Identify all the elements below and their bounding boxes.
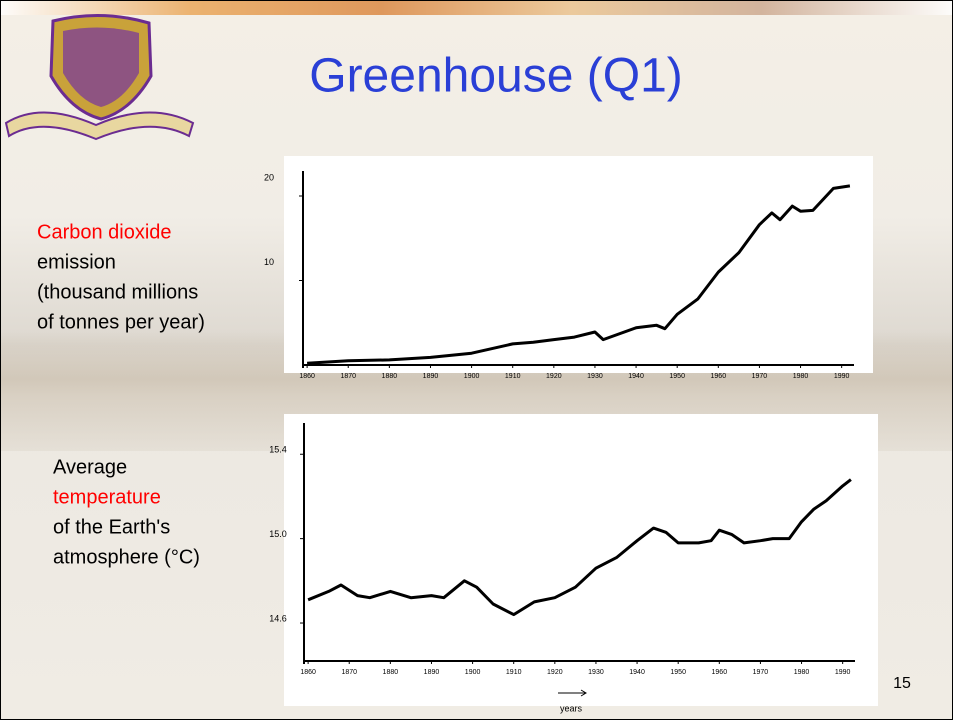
x-tick-label: 1880: [383, 669, 399, 676]
slide: Greenhouse (Q1) 15 10 20 1860 1870 1880 1890 1…: [0, 0, 953, 720]
y-label-line: (thousand millions: [37, 281, 198, 303]
x-tick-label: 1990: [834, 373, 850, 380]
x-tick-label: 1880: [382, 373, 398, 380]
x-tick-label: 1870: [341, 669, 357, 676]
y-tick-label: 20: [264, 172, 274, 182]
slide-title: Greenhouse (Q1): [309, 50, 683, 103]
y-tick-label: 15.4: [269, 445, 287, 455]
x-tick-label: 1950: [669, 373, 685, 380]
x-tick-label: 1970: [753, 669, 769, 676]
x-tick-label: 1870: [340, 373, 356, 380]
y-tick-label: 15.0: [269, 529, 287, 539]
x-tick-label: 1940: [628, 373, 644, 380]
x-tick-label: 1890: [423, 373, 439, 380]
x-label: years: [560, 703, 583, 713]
x-tick-label: 1960: [712, 669, 728, 676]
x-tick-label: 1900: [465, 669, 481, 676]
y-label-line: of the Earth's: [53, 516, 170, 538]
x-tick-label: 1910: [506, 669, 522, 676]
x-tick-label: 1980: [793, 373, 809, 380]
y-label-line: temperature: [53, 486, 161, 508]
x-tick-label: 1960: [711, 373, 727, 380]
x-tick-label: 1900: [464, 373, 480, 380]
x-tick-label: 1950: [670, 669, 686, 676]
y-label-line: Average: [53, 456, 127, 478]
x-tick-label: 1860: [300, 669, 316, 676]
x-tick-label: 1940: [629, 669, 645, 676]
y-label-line: atmosphere (°C): [53, 546, 200, 568]
x-tick-label: 1970: [752, 373, 768, 380]
x-tick-label: 1910: [505, 373, 521, 380]
x-tick-label: 1930: [588, 669, 604, 676]
y-label-line: Carbon dioxide: [37, 221, 172, 243]
y-label-line: emission: [37, 251, 116, 273]
y-label-line: of tonnes per year): [37, 311, 205, 333]
x-tick-label: 1860: [299, 373, 315, 380]
x-tick-label: 1890: [424, 669, 440, 676]
page-number: 15: [893, 675, 911, 692]
x-tick-label: 1930: [587, 373, 603, 380]
x-tick-label: 1990: [835, 669, 851, 676]
logo: [6, 15, 193, 139]
x-tick-label: 1920: [546, 373, 562, 380]
y-tick-label: 10: [264, 257, 274, 267]
x-tick-label: 1920: [547, 669, 563, 676]
chart-panel: [284, 156, 873, 373]
chart-panel: [284, 414, 878, 706]
x-tick-label: 1980: [794, 669, 810, 676]
slide-canvas: Greenhouse (Q1) 15 10 20 1860 1870 1880 1890 1…: [1, 1, 952, 719]
y-tick-label: 14.6: [269, 613, 287, 623]
